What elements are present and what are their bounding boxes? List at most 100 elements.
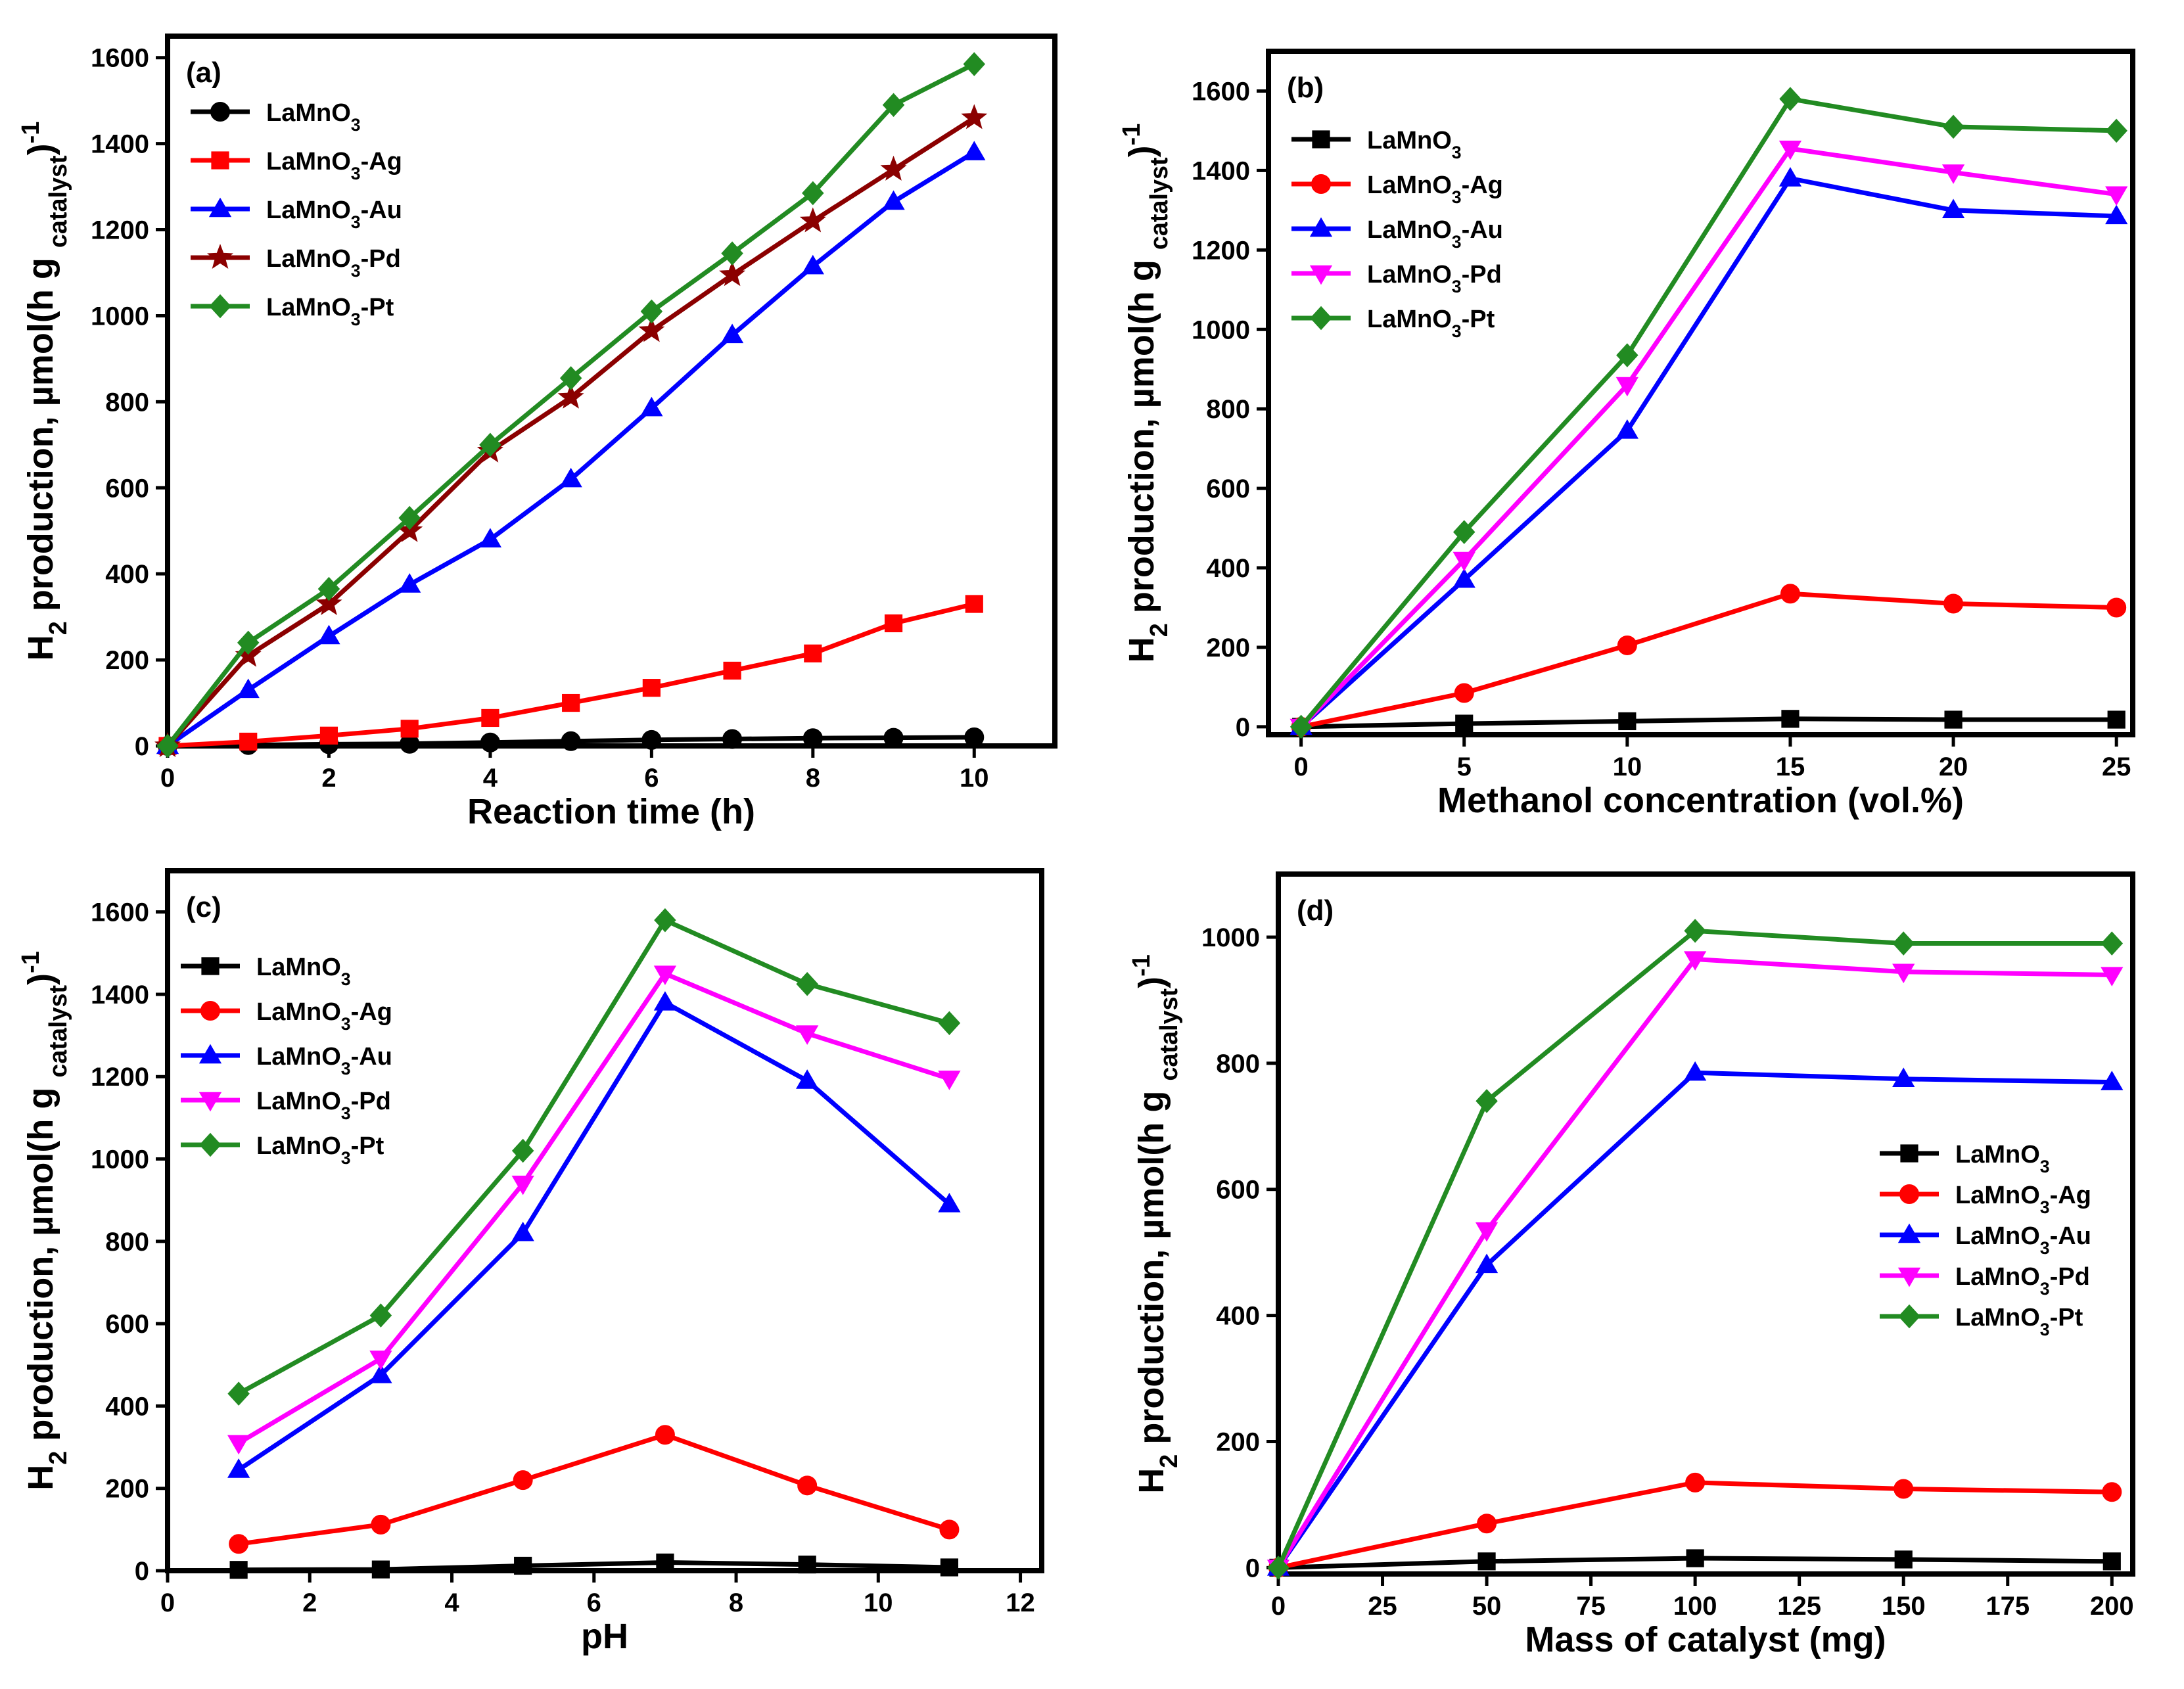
data-point [237,678,260,699]
data-point [511,1221,534,1241]
data-point [796,971,818,996]
series-line [237,917,950,1396]
data-point [1892,931,1915,956]
data-point [801,254,824,275]
legend-marker [200,1001,220,1021]
legend-marker [208,197,232,218]
data-point [227,1435,250,1455]
x-axis-label: Mass of catalyst (mg) [1525,1620,1886,1659]
x-tick-label: 15 [1776,752,1805,781]
data-point [1475,1222,1499,1242]
y-tick-label: 600 [1206,474,1250,503]
data-point [1289,714,1313,739]
data-point [2107,710,2126,729]
data-point [480,732,500,752]
legend-marker [1898,1304,1920,1329]
data-point [479,432,501,457]
data-point [798,1556,816,1574]
y-tick-label: 1600 [91,898,149,927]
data-point [369,1303,392,1328]
data-point [656,1553,674,1572]
data-point [938,1011,961,1036]
legend: LaMnO3 LaMnO3-Ag LaMnO3-Au LaMnO3-Pd LaMnO3-… [181,954,392,1168]
data-point [654,908,676,933]
y-tick-label: 800 [105,388,149,417]
legend-marker [207,243,233,269]
data-point [1944,710,1963,729]
legend-label: LaMnO3 [256,954,351,989]
x-tick-label: 20 [1939,752,1968,781]
data-point [799,207,826,233]
series-lamno3 [229,1553,959,1579]
x-tick-label: 8 [729,1588,743,1617]
x-tick-label: 2 [321,764,336,793]
x-tick-label: 150 [1882,1592,1926,1621]
legend-label: LaMnO3-Pt [266,294,394,329]
data-point [640,299,663,324]
series-lamno3-pt [156,52,986,758]
data-point [400,720,419,738]
x-tick-label: 12 [1006,1588,1035,1617]
data-point [963,52,986,76]
x-tick-label: 6 [644,764,659,793]
legend-marker [1312,130,1330,149]
chart-panel-b: 0 5 10 15 20 25 0 200 400 600 800 1000 1200 1400 1600 M… [1118,49,2135,820]
y-axis-label: H2 production, µmol(h g catalyst)-1 [1128,954,1183,1493]
y-axis-label: H2 production, µmol(h g catalyst)-1 [17,122,72,660]
chart-panel-d: 0 25 50 75 100 125 150 175 200 0 200 400 600 800 1000 M… [1128,871,2135,1659]
data-point [513,1470,533,1491]
data-point [802,181,824,206]
data-point [719,261,746,287]
y-tick-label: 1200 [91,216,149,245]
data-point [2101,931,2124,956]
data-point [227,1381,250,1406]
legend-label: LaMnO3-Ag [256,998,392,1034]
legend-marker [201,957,220,975]
data-point [938,1193,961,1213]
series-lamno3-ag [229,1425,960,1554]
panel-label: (c) [186,891,221,923]
y-tick-label: 1400 [91,981,149,1009]
x-tick-label: 0 [1293,752,1308,781]
plot-frame [1266,49,2135,737]
data-point [369,1364,392,1383]
y-tick-label: 400 [1206,554,1250,583]
y-tick-label: 1400 [1192,156,1250,185]
series-line [237,971,950,1445]
y-tick-label: 200 [105,1475,149,1504]
data-point [640,396,663,417]
series-line [1300,591,2117,729]
series-lamno3-ag [158,595,983,755]
data-point [319,726,338,745]
legend-marker [198,1092,222,1112]
y-tick-label: 800 [1206,395,1250,424]
legend-label: LaMnO3-Pt [1955,1304,2083,1339]
x-tick-label: 5 [1457,752,1472,781]
x-tick-label: 50 [1472,1592,1502,1621]
x-tick-label: 100 [1673,1592,1717,1621]
series-lamno3 [1292,710,2126,736]
data-point [939,1519,960,1540]
legend-label: LaMnO3 [266,99,361,135]
data-point [369,1351,392,1370]
data-point [880,155,907,181]
data-point [938,1071,961,1090]
data-point [371,1514,391,1535]
data-point [797,1475,818,1496]
legend-label: LaMnO3-Pt [256,1132,384,1168]
data-point [1892,963,1915,984]
legend-label: LaMnO3-Au [1367,216,1503,252]
data-point [1778,167,1802,187]
legend-label: LaMnO3-Pd [256,1088,391,1123]
data-point [2101,1071,2124,1090]
data-point [1779,87,1801,111]
data-point [1943,593,1964,614]
data-point [1618,712,1637,731]
y-tick-label: 1400 [91,130,149,159]
data-point [964,727,985,747]
data-point [559,366,582,390]
legend-marker [1310,306,1332,331]
y-tick-label: 400 [1216,1302,1260,1331]
data-point [227,1458,250,1478]
data-point [882,190,905,210]
